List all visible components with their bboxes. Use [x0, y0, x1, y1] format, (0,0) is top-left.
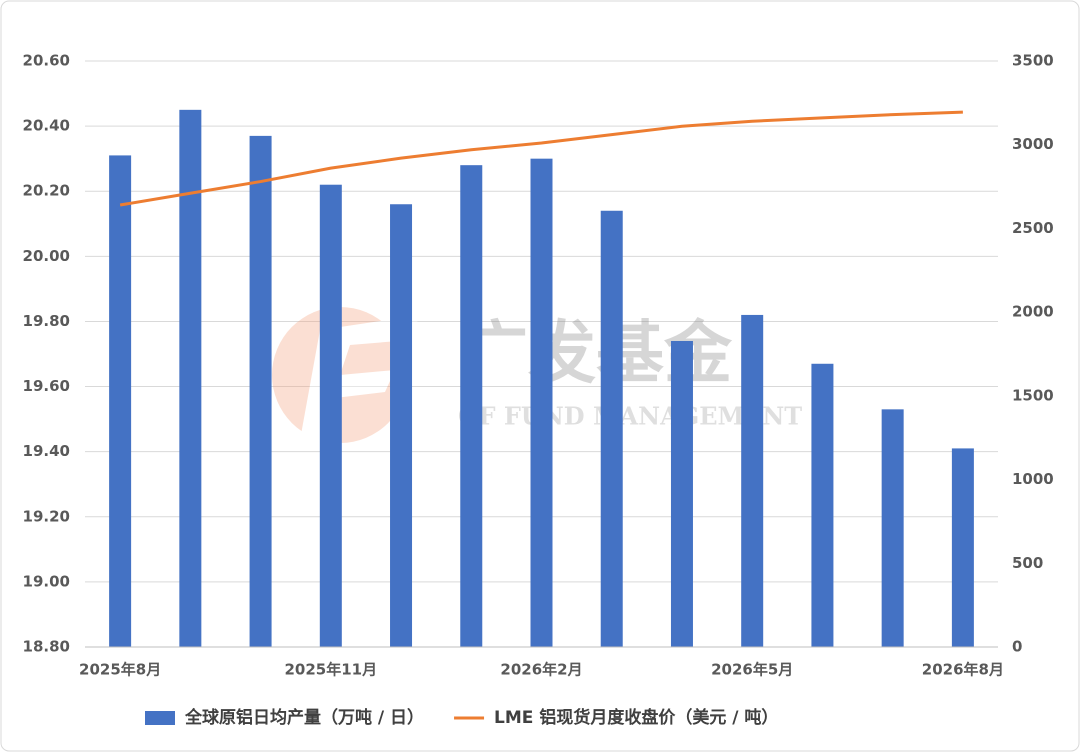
x-tick-label: 2026年2月 [500, 661, 582, 679]
bar [881, 409, 904, 647]
bar [741, 314, 764, 647]
y-tick-label: 19.00 [23, 572, 70, 590]
y-tick-label: 20.60 [23, 52, 70, 70]
y2-tick-label: 500 [1012, 554, 1043, 572]
bar [951, 448, 974, 647]
line [119, 110, 963, 207]
bar [109, 155, 132, 647]
y-tick-label: 18.80 [23, 638, 70, 656]
legend-label: LME 铝现货月度收盘价（美元 / 吨） [494, 707, 778, 728]
y2-tick-label: 3000 [1012, 135, 1054, 153]
y-tick-label: 19.20 [23, 507, 70, 525]
bar [319, 184, 342, 647]
bar [249, 135, 272, 647]
bar [600, 210, 623, 647]
bar [670, 340, 693, 647]
y-tick-label: 19.40 [23, 442, 70, 460]
y2-tick-label: 1500 [1012, 386, 1054, 404]
bar [460, 165, 483, 647]
y2-tick-label: 1000 [1012, 470, 1054, 488]
y2-tick-label: 2500 [1012, 219, 1054, 237]
x-tick-label: 2025年11月 [284, 661, 377, 679]
x-tick-label: 2026年5月 [711, 661, 793, 679]
bar [390, 204, 413, 647]
legend-label: 全球原铝日均产量（万吨 / 日） [184, 707, 424, 728]
bar [530, 158, 553, 647]
y-tick-label: 20.00 [23, 247, 70, 265]
y-tick-label: 19.60 [23, 377, 70, 395]
y2-tick-label: 2000 [1012, 303, 1054, 321]
y2-tick-label: 0 [1012, 638, 1022, 656]
y2-tick-label: 3500 [1012, 52, 1054, 70]
legend-swatch [145, 711, 175, 725]
y-tick-label: 20.20 [23, 182, 70, 200]
bar [179, 109, 202, 648]
y-tick-label: 19.80 [23, 312, 70, 330]
y-tick-label: 20.40 [23, 117, 70, 135]
bar [811, 363, 834, 647]
x-tick-label: 2025年8月 [79, 661, 161, 679]
x-tick-label: 2026年8月 [922, 661, 1004, 679]
